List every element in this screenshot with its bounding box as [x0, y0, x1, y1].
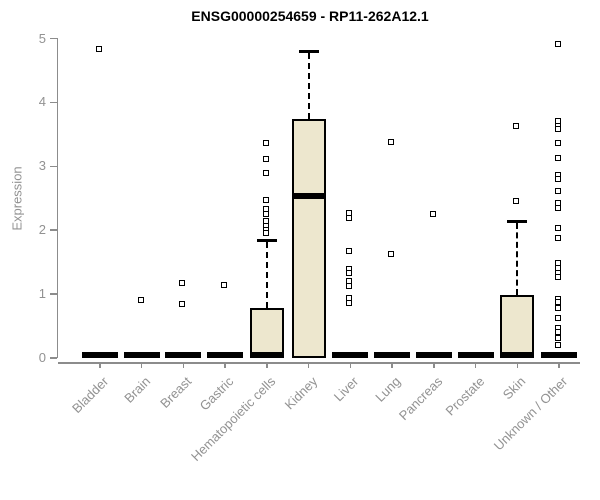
x-tick	[307, 362, 310, 368]
outlier-point	[555, 304, 562, 311]
y-tick-label: 3	[38, 158, 46, 174]
x-tick	[266, 362, 268, 368]
outlier-point	[346, 248, 353, 255]
outlier-point	[346, 215, 353, 222]
median-line	[500, 352, 535, 358]
outlier-point	[388, 250, 395, 257]
outlier-point	[346, 270, 353, 276]
y-axis-line	[56, 38, 58, 358]
outlier-point	[429, 210, 436, 217]
x-tick	[516, 362, 519, 368]
outlier-point	[555, 139, 562, 146]
y-tick-label: 4	[38, 94, 46, 110]
x-tick	[224, 362, 226, 368]
collapsed-box-breast	[165, 352, 202, 358]
outlier-point	[137, 297, 144, 304]
collapsed-box-brain	[123, 352, 160, 358]
box-hematopoietic-cells	[249, 307, 284, 358]
outlier-point	[555, 234, 562, 241]
outlier-point	[513, 197, 520, 204]
x-tick	[391, 362, 393, 368]
y-tick	[49, 229, 57, 231]
outlier-point	[179, 279, 186, 286]
x-tick-label-liver: Liver	[331, 373, 362, 405]
y-tick-label: 2	[38, 222, 46, 238]
x-tick-label-gastric: Gastric	[196, 373, 237, 414]
y-tick	[49, 165, 57, 168]
y-tick	[49, 37, 57, 40]
x-tick-label-pancreas: Pancreas	[395, 373, 446, 424]
whisker-line	[516, 223, 519, 296]
outlier-point	[96, 45, 102, 52]
x-tick-label-breast: Breast	[157, 373, 195, 411]
box-skin	[500, 295, 535, 358]
box-kidney	[291, 119, 326, 358]
y-tick-label: 0	[38, 350, 46, 365]
outlier-point	[346, 300, 353, 307]
outlier-point	[262, 230, 269, 237]
x-tick	[474, 362, 477, 368]
y-tick-label: 1	[38, 286, 46, 302]
outlier-point	[555, 274, 562, 281]
x-tick-label-lung: Lung	[372, 373, 404, 405]
chart-title: ENSG00000254659 - RP11-262A12.1	[191, 8, 429, 24]
y-tick	[49, 293, 57, 295]
median-line	[291, 193, 326, 200]
outlier-point	[555, 176, 562, 183]
y-tick-label: 5	[38, 30, 46, 46]
collapsed-box-liver	[332, 352, 369, 358]
outlier-point	[555, 314, 562, 321]
outlier-point	[388, 139, 395, 146]
outlier-point	[555, 41, 562, 48]
x-tick-label-bladder: Bladder	[69, 373, 112, 416]
whisker-line	[307, 53, 310, 119]
y-tick	[49, 357, 57, 359]
x-tick-label-brain: Brain	[120, 373, 154, 406]
outlier-point	[555, 224, 562, 231]
outlier-point	[555, 341, 562, 348]
whisker-cap	[298, 50, 319, 54]
x-tick	[99, 362, 101, 368]
y-tick	[49, 101, 57, 104]
x-tick	[182, 362, 185, 368]
whisker-cap	[256, 238, 277, 242]
x-tick	[349, 362, 352, 368]
collapsed-box-gastric	[207, 352, 244, 358]
outlier-point	[346, 282, 353, 289]
outlier-point	[555, 334, 562, 341]
outlier-point	[179, 301, 186, 308]
x-tick-label-prostate: Prostate	[442, 373, 487, 419]
outlier-point	[262, 211, 269, 218]
x-tick-label-kidney: Kidney	[281, 373, 320, 413]
collapsed-box-lung	[374, 352, 411, 358]
x-tick	[433, 362, 435, 368]
outlier-point	[262, 169, 269, 176]
outlier-point	[555, 154, 562, 161]
whisker-line	[265, 241, 268, 308]
outlier-point	[555, 204, 562, 211]
outlier-point	[555, 126, 562, 133]
collapsed-box-bladder	[82, 352, 118, 358]
collapsed-box-prostate	[457, 352, 494, 358]
outlier-point	[513, 123, 520, 130]
median-line	[249, 352, 284, 358]
outlier-point	[262, 196, 269, 203]
x-axis-line	[58, 362, 580, 364]
x-tick	[140, 362, 143, 368]
whisker-cap	[507, 220, 528, 224]
outlier-point	[555, 188, 562, 195]
x-tick-label-unknown-other: Unknown / Other	[490, 373, 571, 454]
outlier-point	[221, 282, 228, 289]
x-tick-label-skin: Skin	[500, 373, 529, 403]
collapsed-box-pancreas	[415, 352, 452, 358]
collapsed-box-unknown-other	[541, 352, 578, 358]
x-tick	[558, 362, 560, 368]
outlier-point	[262, 156, 269, 163]
outlier-point	[262, 139, 269, 146]
